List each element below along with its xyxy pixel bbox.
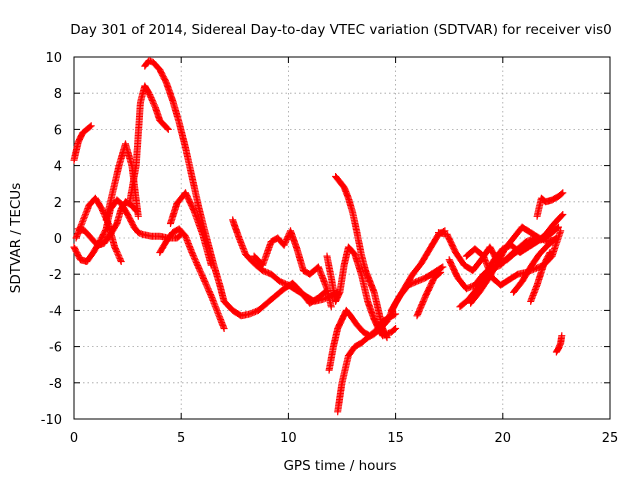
- x-tick-label: 10: [280, 431, 297, 446]
- series-arc-24: [510, 234, 560, 296]
- series-arc-25: [527, 249, 554, 305]
- y-tick-label: -4: [49, 304, 62, 319]
- axis-ticks: 0 5 10 15 20 25 -10 -8 -6 -4 -2 0 2 4 6 8 10: [41, 51, 619, 446]
- x-tick-label: 20: [495, 431, 512, 446]
- y-tick-label: 6: [54, 123, 62, 138]
- series-arc-22: [467, 223, 558, 307]
- x-tick-label: 0: [70, 431, 78, 446]
- series-arc-1: [70, 122, 95, 164]
- chart-title: Day 301 of 2014, Sidereal Day-to-day VTE…: [70, 22, 612, 38]
- y-tick-label: 2: [54, 196, 62, 211]
- x-tick-label: 5: [177, 431, 185, 446]
- x-tick-label: 15: [387, 431, 404, 446]
- y-tick-label: 4: [54, 160, 62, 175]
- y-axis-label: SDTVAR / TECUs: [8, 183, 24, 293]
- series-arc-8: [156, 225, 228, 332]
- y-tick-label: 0: [54, 232, 62, 247]
- series-arc-27: [552, 332, 566, 356]
- series-arc-26: [533, 189, 567, 220]
- y-tick-label: -6: [49, 341, 62, 356]
- series-arc-6: [126, 82, 172, 206]
- series-arc-17: [387, 263, 447, 314]
- y-tick-label: -8: [49, 377, 62, 392]
- x-axis-label: GPS time / hours: [283, 458, 396, 474]
- y-tick-label: -2: [49, 268, 62, 283]
- y-tick-label: -10: [41, 413, 62, 428]
- x-tick-label: 25: [602, 431, 619, 446]
- series-arc-9: [167, 189, 215, 269]
- y-tick-label: 10: [45, 51, 62, 66]
- y-tick-label: 8: [54, 87, 62, 102]
- series-arc-18: [413, 268, 445, 320]
- data-points: [70, 57, 567, 416]
- series-arc-12: [254, 279, 331, 314]
